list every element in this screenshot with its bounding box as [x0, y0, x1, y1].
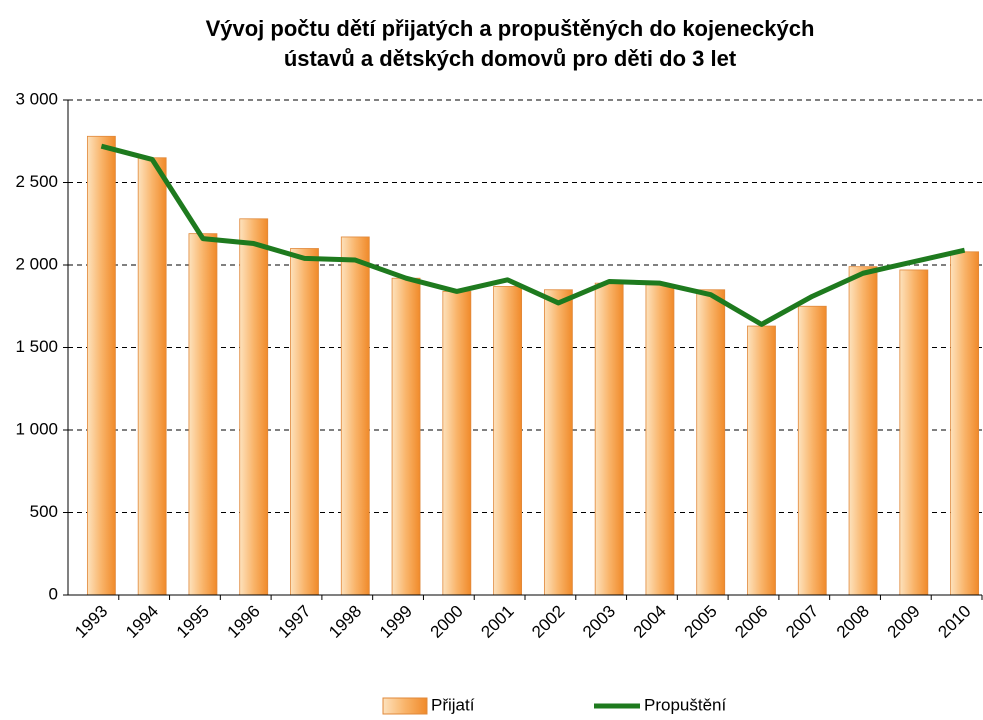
x-tick-label: 2007 — [782, 602, 822, 642]
x-tick-label: 2005 — [681, 602, 721, 642]
bar — [645, 284, 675, 596]
y-tick-label: 3 000 — [15, 89, 58, 108]
chart-title: ústavů a dětských domovů pro děti do 3 l… — [284, 46, 737, 71]
bar — [594, 282, 624, 596]
bar — [493, 286, 523, 596]
bar — [137, 157, 167, 596]
bar — [391, 277, 421, 596]
chart-title: Vývoj počtu dětí přijatých a propuštěnýc… — [206, 16, 815, 41]
y-tick-label: 500 — [30, 502, 58, 521]
line — [100, 143, 966, 327]
x-tick-label: 2001 — [477, 602, 517, 642]
y-tick-label: 1 000 — [15, 419, 58, 438]
x-tick-label: 1998 — [325, 602, 365, 642]
y-tick-label: 1 500 — [15, 337, 58, 356]
bar — [950, 251, 980, 596]
x-tick-label: 1999 — [376, 602, 416, 642]
x-tick-label: 2004 — [630, 602, 670, 642]
bar — [340, 236, 370, 596]
bar — [543, 289, 573, 596]
x-tick-label: 1993 — [71, 602, 111, 642]
y-tick-label: 0 — [49, 584, 58, 603]
y-tick-label: 2 500 — [15, 172, 58, 191]
x-tick-label: 2008 — [833, 602, 873, 642]
bar — [188, 233, 218, 596]
x-tick-label: 1994 — [122, 602, 162, 642]
bar — [747, 325, 776, 596]
bar — [239, 218, 269, 596]
x-tick-label: 1995 — [173, 602, 213, 642]
x-tick-label: 1996 — [224, 602, 264, 642]
bar — [290, 248, 319, 596]
bar — [848, 266, 878, 596]
x-tick-label: 2010 — [934, 602, 974, 642]
bar — [899, 269, 929, 596]
x-tick-label: 2006 — [731, 602, 771, 642]
y-tick-label: 2 000 — [15, 254, 58, 273]
legend-swatch — [382, 697, 428, 715]
x-tick-label: 2003 — [579, 602, 619, 642]
legend-label: Přijatí — [431, 695, 475, 714]
legend-label: Propuštění — [644, 695, 726, 714]
x-tick-label: 2002 — [528, 602, 568, 642]
x-tick-label: 2000 — [427, 602, 467, 642]
bar — [86, 135, 116, 596]
bar — [696, 289, 726, 596]
bar — [442, 290, 472, 596]
bar — [797, 305, 827, 596]
x-tick-label: 1997 — [274, 602, 314, 642]
x-tick-label: 2009 — [884, 602, 924, 642]
